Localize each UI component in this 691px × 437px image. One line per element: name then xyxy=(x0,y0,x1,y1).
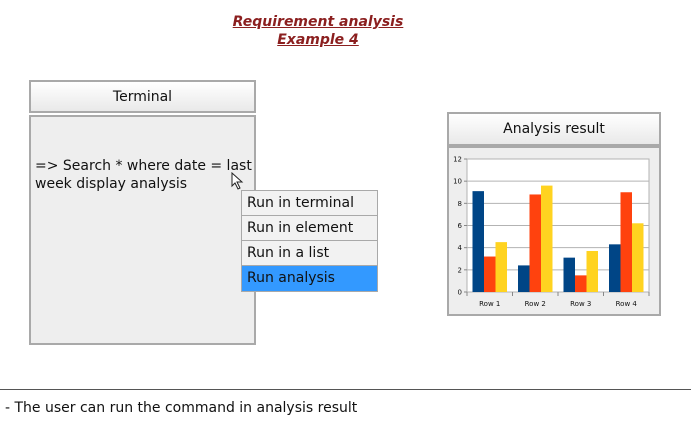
x-tick-label: Row 1 xyxy=(479,300,500,308)
y-tick-label: 6 xyxy=(458,222,463,230)
bar xyxy=(586,250,598,292)
menu-item-run-in-a-list[interactable]: Run in a list xyxy=(242,241,377,266)
context-menu: Run in terminal Run in element Run in a li… xyxy=(241,190,378,292)
analysis-result-title: Analysis result xyxy=(503,121,605,137)
x-tick-label: Row 2 xyxy=(525,300,546,308)
bar xyxy=(632,223,644,292)
bar xyxy=(563,257,575,292)
bar xyxy=(609,244,621,292)
mouse-cursor-icon xyxy=(231,172,244,190)
page-title: Requirement analysis Example 4 xyxy=(0,13,636,49)
analysis-result-header: Analysis result xyxy=(447,112,661,146)
title-line-2: Example 4 xyxy=(277,32,359,48)
menu-item-run-analysis[interactable]: Run analysis xyxy=(242,266,377,291)
menu-item-run-in-element[interactable]: Run in element xyxy=(242,216,377,241)
x-tick-label: Row 4 xyxy=(616,300,638,308)
menu-item-run-in-terminal[interactable]: Run in terminal xyxy=(242,191,377,216)
bar xyxy=(518,265,530,292)
y-tick-label: 8 xyxy=(458,200,462,208)
requirement-note: - The user can run the command in analys… xyxy=(5,400,358,416)
y-tick-label: 2 xyxy=(458,266,462,274)
y-tick-label: 10 xyxy=(453,178,462,186)
bar xyxy=(495,242,507,292)
y-tick-label: 12 xyxy=(453,156,462,164)
y-tick-label: 4 xyxy=(458,244,463,252)
title-line-1: Requirement analysis xyxy=(232,14,404,30)
bar xyxy=(541,185,553,292)
bar xyxy=(529,194,541,292)
terminal-title: Terminal xyxy=(112,88,173,105)
bar-chart: 0 2 4 6 8 10 12 Row 1 Row 2 Row 3 Row 4 xyxy=(453,156,650,308)
bar xyxy=(575,275,587,292)
bar xyxy=(484,256,496,292)
bar xyxy=(472,191,484,292)
bar xyxy=(620,192,632,292)
terminal-body[interactable]: => Search * where date = last week displ… xyxy=(29,115,256,345)
terminal-header: Terminal xyxy=(29,80,256,113)
analysis-result-body: 0 2 4 6 8 10 12 Row 1 Row 2 Row 3 Row 4 xyxy=(447,146,661,316)
divider xyxy=(0,389,691,390)
x-tick-label: Row 3 xyxy=(570,300,591,308)
y-tick-label: 0 xyxy=(458,289,462,297)
terminal-command: => Search * where date = last week displ… xyxy=(35,158,252,192)
